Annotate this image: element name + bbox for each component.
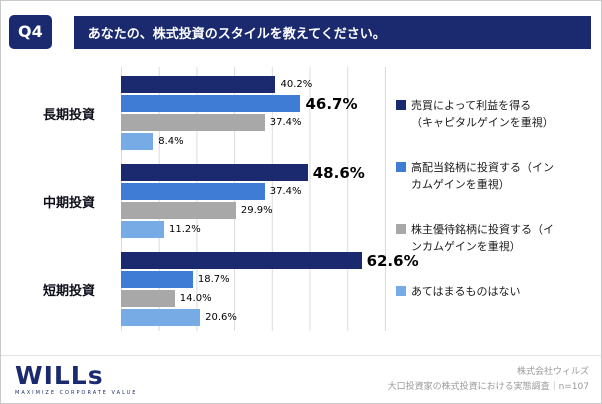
legend-item: 高配当銘柄に投資する（イン カムゲインを重視） xyxy=(396,159,595,193)
bar-row: 62.6% xyxy=(121,251,419,270)
bar-value-label: 37.4% xyxy=(269,186,302,197)
bar-value-label: 40.2% xyxy=(280,79,313,90)
bar-row: 18.7% xyxy=(121,270,390,289)
header: Q4 あなたの、株式投資のスタイルを教えてください。 xyxy=(9,15,591,49)
bar-group: 中期投資 48.6% 37.4% 29.9% 11.2% xyxy=(43,163,390,239)
bar xyxy=(121,202,236,219)
bar-value-label: 20.6% xyxy=(205,312,237,323)
chart-area: 長期投資 40.2% 46.7% 37.4% 8.4% 中期投資 48.6% 37.4% 29.… xyxy=(43,67,595,339)
legend-label: 売買によって利益を得る （キャピタルゲインを重視） xyxy=(411,99,554,130)
bar-value-label: 62.6% xyxy=(366,251,419,270)
bar xyxy=(121,133,154,150)
bar-row: 46.7% xyxy=(121,94,390,113)
bar xyxy=(121,271,193,288)
question-number-badge: Q4 xyxy=(9,15,52,49)
legend-label: 高配当銘柄に投資する（イン カムゲインを重視） xyxy=(411,161,554,192)
legend: 売買によって利益を得る （キャピタルゲインを重視） 高配当銘柄に投資する（イン カ… xyxy=(390,75,595,339)
bars-container: 62.6% 18.7% 14.0% 20.6% xyxy=(121,251,419,327)
bar xyxy=(121,76,276,93)
question-title-bar: あなたの、株式投資のスタイルを教えてください。 xyxy=(73,15,591,49)
logo-text: WILLs xyxy=(15,361,104,390)
bar xyxy=(121,252,362,269)
bar-value-label: 37.4% xyxy=(269,117,302,128)
bar-value-label: 8.4% xyxy=(158,136,184,147)
source-note: 株式会社ウィルズ 大口投資家の株式投資における実態調査｜n=107 xyxy=(388,365,589,394)
legend-label: あてはまるものはない xyxy=(411,285,521,299)
legend-swatch xyxy=(396,100,406,110)
bars-container: 48.6% 37.4% 29.9% 11.2% xyxy=(121,163,390,239)
bar-value-label: 18.7% xyxy=(197,274,230,285)
bar-row: 29.9% xyxy=(121,201,390,220)
legend-item: 売買によって利益を得る （キャピタルゲインを重視） xyxy=(396,97,595,131)
bar xyxy=(121,164,308,181)
bar-value-label: 29.9% xyxy=(240,205,273,216)
bar xyxy=(121,183,265,200)
category-label: 中期投資 xyxy=(43,195,96,211)
bar xyxy=(121,95,301,112)
category-label: 長期投資 xyxy=(43,107,96,123)
footer: WILLs MAXIMIZE CORPORATE VALUE 株式会社ウィルズ … xyxy=(1,355,601,403)
legend-swatch xyxy=(396,286,406,297)
category-label: 短期投資 xyxy=(43,283,96,299)
bar-row: 37.4% xyxy=(121,113,390,132)
plot-groups: 長期投資 40.2% 46.7% 37.4% 8.4% 中期投資 48.6% 37.4% 29.… xyxy=(43,75,419,327)
bar-group: 短期投資 62.6% 18.7% 14.0% 20.6% xyxy=(43,251,419,327)
legend-swatch xyxy=(396,162,406,173)
bar xyxy=(121,290,175,307)
bar xyxy=(121,309,201,326)
legend-item: あてはまるものはない xyxy=(396,283,595,300)
bar-group: 長期投資 40.2% 46.7% 37.4% 8.4% xyxy=(43,75,390,151)
legend-swatch xyxy=(396,224,406,235)
survey-note: 大口投資家の株式投資における実態調査｜n=107 xyxy=(387,381,589,392)
bars-container: 40.2% 46.7% 37.4% 8.4% xyxy=(121,75,390,151)
bar xyxy=(121,221,165,238)
bar-row: 11.2% xyxy=(121,220,390,239)
bar-value-label: 11.2% xyxy=(169,224,201,235)
wills-logo: WILLs MAXIMIZE CORPORATE VALUE xyxy=(15,363,137,396)
bar-row: 8.4% xyxy=(121,132,390,151)
plot-column: 長期投資 40.2% 46.7% 37.4% 8.4% 中期投資 48.6% 37.4% 29.… xyxy=(43,67,419,339)
logo-tagline: MAXIMIZE CORPORATE VALUE xyxy=(15,390,138,396)
bar-value-label: 48.6% xyxy=(312,163,365,182)
bar-row: 40.2% xyxy=(121,75,390,94)
bar-row: 14.0% xyxy=(121,289,390,308)
bar-row: 20.6% xyxy=(121,308,390,327)
bar xyxy=(121,114,265,131)
company-name: 株式会社ウィルズ xyxy=(516,367,589,378)
legend-label: 株主優待銘柄に投資する（イ ンカムゲインを重視） xyxy=(411,223,554,254)
bar-value-label: 46.7% xyxy=(305,94,358,113)
legend-item: 株主優待銘柄に投資する（イ ンカムゲインを重視） xyxy=(396,221,595,255)
bar-row: 48.6% xyxy=(121,163,390,182)
bar-row: 37.4% xyxy=(121,182,390,201)
bar-value-label: 14.0% xyxy=(179,293,212,304)
